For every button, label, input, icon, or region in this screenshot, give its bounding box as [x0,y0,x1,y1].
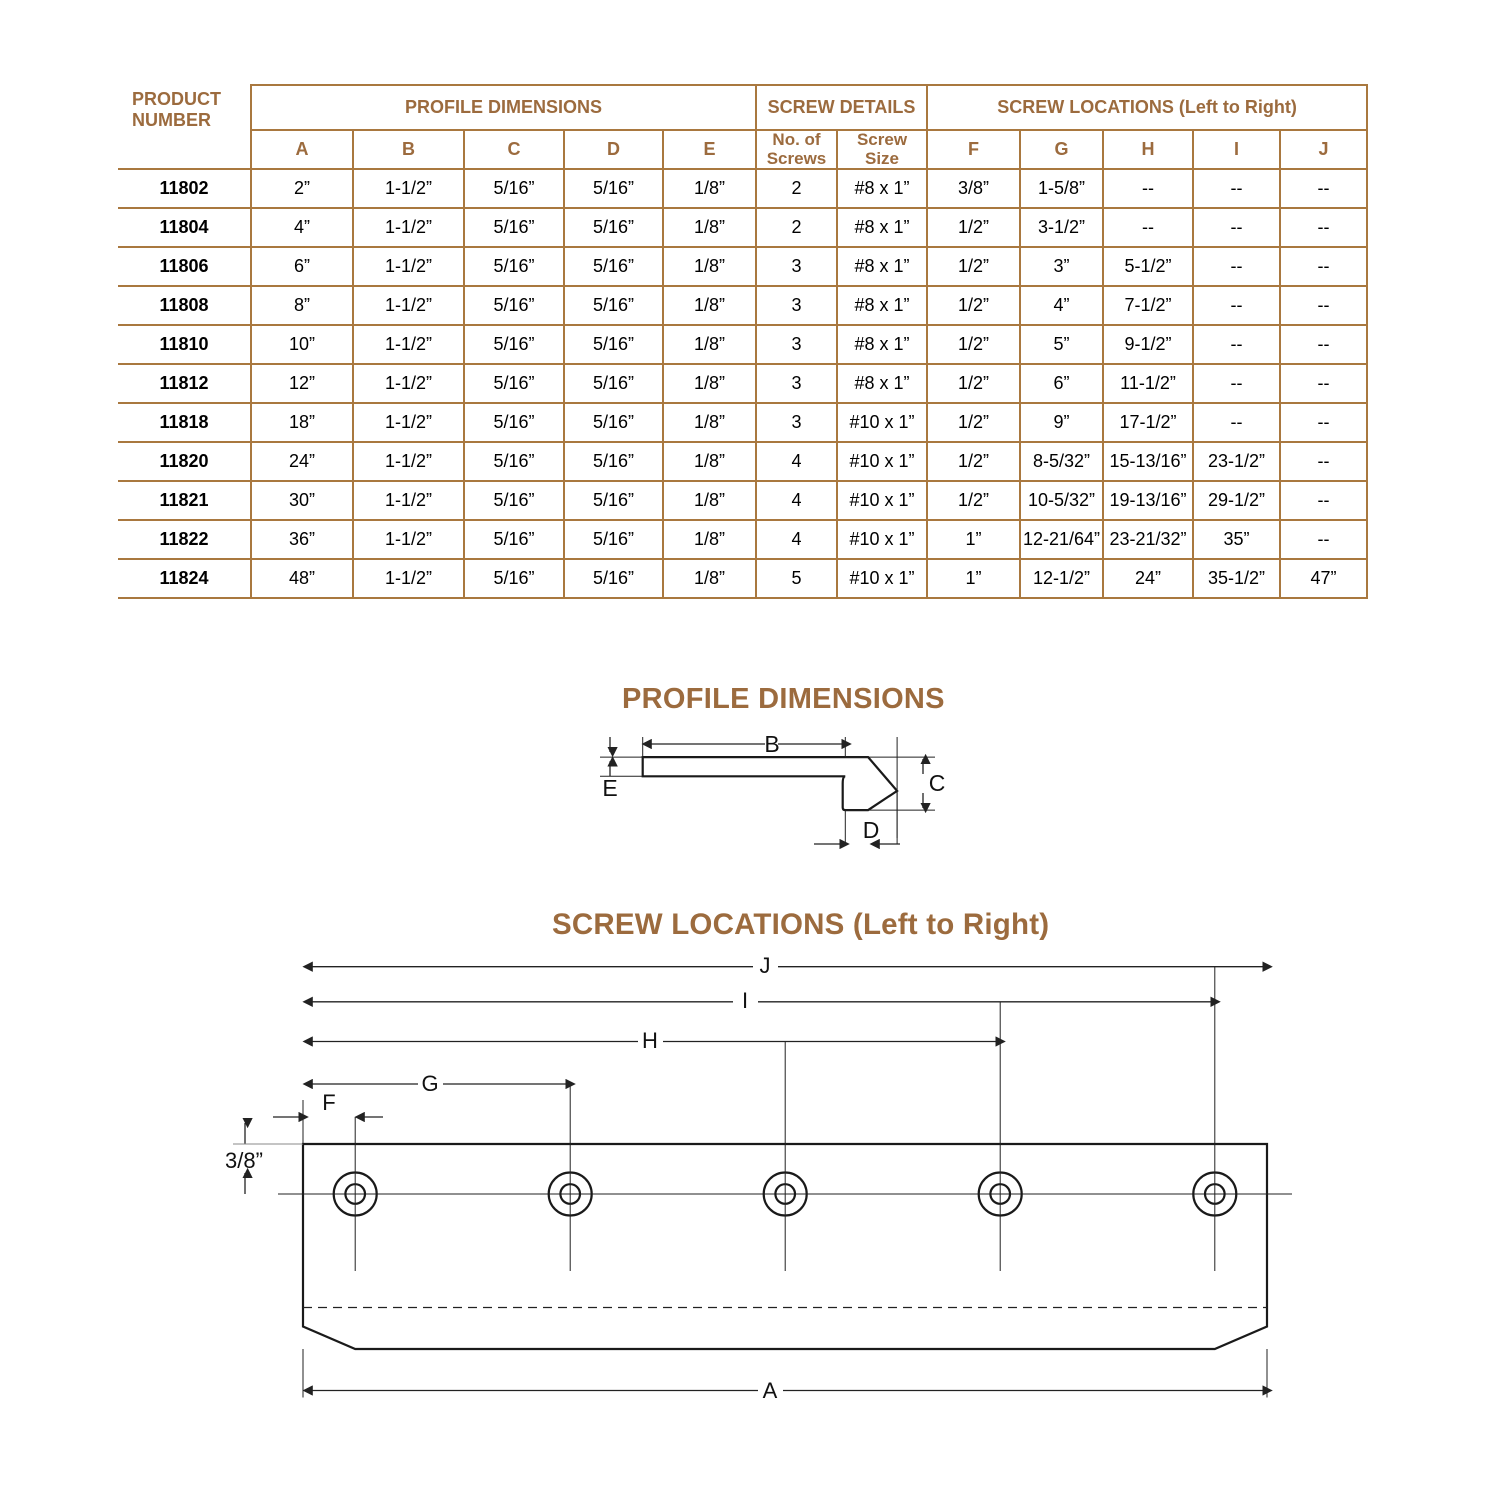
svg-text:A: A [763,1378,778,1403]
svg-text:H: H [642,1028,658,1053]
svg-text:E: E [602,775,617,801]
svg-text:D: D [863,817,880,843]
svg-text:B: B [764,731,779,757]
svg-text:I: I [742,988,748,1013]
svg-text:F: F [322,1090,335,1115]
svg-text:G: G [421,1071,438,1096]
svg-text:3/8”: 3/8” [225,1148,263,1173]
svg-text:J: J [760,953,771,978]
svg-text:C: C [929,770,946,796]
